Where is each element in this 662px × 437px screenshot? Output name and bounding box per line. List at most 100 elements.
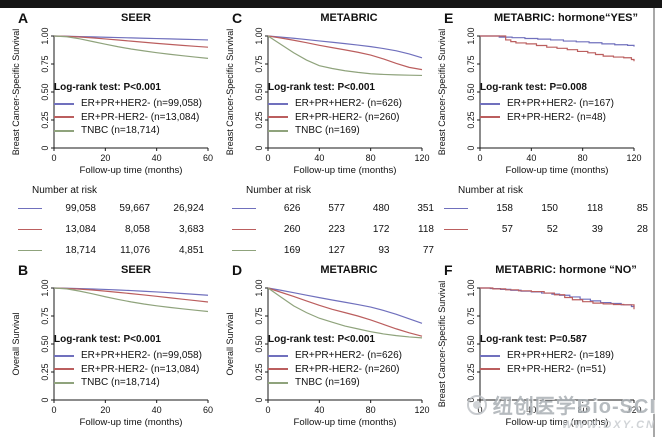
legend-item-green: TNBC (n=18,714) (54, 124, 202, 138)
x-tick-label: 0 (265, 153, 270, 163)
legend-swatch-blue (54, 102, 74, 105)
x-axis-label: Follow-up time (months) (80, 417, 183, 428)
legend-item-blue: ER+PR+HER2- (n=99,058) (54, 349, 202, 363)
legend-item-red: ER+PR-HER2- (n=260) (268, 111, 402, 125)
number-at-risk-header: Number at risk (32, 185, 98, 196)
panel-A: A SEER Breast Cancer-Specific Survival 0 0… (8, 10, 222, 262)
legend-item-green: TNBC (n=18,714) (54, 376, 202, 390)
risk-count: 158 (496, 203, 513, 214)
km-curve-red (480, 287, 635, 310)
y-tick-label: 1.00 (40, 27, 50, 44)
number-at-risk-row-red: 57 52 39 28 (434, 219, 656, 240)
y-tick-label: 0.75 (466, 55, 476, 72)
risk-count: 93 (378, 245, 390, 256)
legend-label: TNBC (n=169) (295, 125, 360, 137)
risk-count: 118 (587, 203, 603, 214)
x-tick-label: 40 (526, 405, 536, 415)
number-at-risk-table: Number at risk 99,058 59,667 26,924 13,084 8… (8, 184, 222, 261)
legend-item-green: TNBC (n=169) (268, 124, 402, 138)
y-axis-label: Overall Survival (11, 312, 21, 375)
legend-label: ER+PR+HER2- (n=626) (295, 98, 402, 110)
x-tick-label: 0 (51, 153, 56, 163)
km-curve-green (53, 35, 209, 59)
watermark-url-text: WWW.DXY.CN (562, 419, 656, 431)
x-tick-label: 120 (626, 153, 641, 163)
legend-item-red: ER+PR-HER2- (n=13,084) (54, 111, 202, 125)
right-border-line (653, 8, 655, 437)
panel-F: F METABRIC: hormone “NO” Breast Cancer-S… (434, 262, 656, 437)
legend-label: ER+PR-HER2- (n=13,084) (81, 363, 200, 375)
legend-swatch-green (268, 129, 288, 132)
km-curve-red (53, 35, 209, 48)
y-tick-label: 0.25 (40, 363, 50, 380)
legend-label: ER+PR+HER2- (n=167) (507, 98, 614, 110)
x-tick-label: 80 (578, 153, 588, 163)
risk-count: 13,084 (65, 224, 96, 235)
risk-count: 39 (591, 224, 603, 235)
x-tick-label: 120 (414, 153, 429, 163)
x-tick-label: 20 (100, 405, 110, 415)
x-tick-label: 0 (265, 405, 270, 415)
x-tick-label: 40 (314, 405, 324, 415)
x-tick-label: 80 (366, 405, 376, 415)
y-axis-label: Breast Cancer-Specific Survival (437, 29, 447, 156)
y-tick-label: 0 (254, 397, 264, 402)
km-plot: Breast Cancer-Specific Survival 0 0.25 0.50… (434, 278, 642, 430)
legend-swatch-blue (54, 354, 74, 357)
legend-label: ER+PR-HER2- (n=48) (507, 111, 606, 123)
km-plot-svg: Breast Cancer-Specific Survival 00.250.50… (11, 27, 213, 176)
legend-swatch-red (268, 368, 288, 371)
plot-legend: Log-rank test: P<0.001 ER+PR+HER2- (n=62… (268, 82, 402, 138)
legend-swatch-green (54, 381, 74, 384)
risk-count: 8,058 (124, 224, 150, 235)
legend-item-blue: ER+PR+HER2- (n=99,058) (54, 97, 202, 111)
legend-swatch-blue (480, 102, 500, 105)
legend-swatch-red (54, 116, 74, 119)
legend-label: TNBC (n=18,714) (81, 125, 160, 137)
risk-count: 52 (546, 224, 558, 235)
y-tick-label: 0 (254, 145, 264, 150)
x-tick-label: 40 (314, 153, 324, 163)
risk-row-swatch-blue (18, 207, 42, 210)
legend-item-red: ER+PR-HER2- (n=51) (480, 363, 614, 377)
legend-label: ER+PR-HER2- (n=51) (507, 363, 606, 375)
legend-item-red: ER+PR-HER2- (n=13,084) (54, 363, 202, 377)
y-tick-label: 0.50 (466, 335, 476, 352)
y-tick-label: 0.25 (466, 111, 476, 128)
legend-label: ER+PR+HER2- (n=99,058) (81, 98, 202, 110)
y-tick-label: 1.00 (40, 279, 50, 296)
risk-count: 11,076 (120, 245, 150, 256)
km-curve-green (267, 35, 423, 77)
panel-letter: C (232, 10, 243, 26)
panel-letter: F (444, 262, 453, 278)
risk-count: 480 (372, 203, 390, 214)
y-tick-label: 0.75 (254, 307, 264, 324)
y-tick-label: 0.50 (254, 335, 264, 352)
y-tick-label: 0.75 (40, 307, 50, 324)
number-at-risk-row-blue: 99,058 59,667 26,924 (8, 198, 222, 219)
logrank-pvalue: Log-rank test: P=0.008 (480, 82, 587, 93)
number-at-risk-row-red: 260 223 172 118 (222, 219, 434, 240)
legend-item-blue: ER+PR+HER2- (n=626) (268, 97, 402, 111)
panel-letter: A (18, 10, 29, 26)
panel-title: METABRIC: hormone“YES” (493, 12, 639, 24)
panel-title: METABRIC: hormone “NO” (495, 264, 637, 276)
y-tick-label: 0 (40, 145, 50, 150)
km-curve-blue (267, 35, 423, 59)
x-tick-label: 60 (203, 405, 213, 415)
panel-letter: B (18, 262, 29, 278)
legend-item-red: ER+PR-HER2- (n=260) (268, 363, 402, 377)
risk-count: 118 (418, 224, 434, 235)
y-axis-label: Breast Cancer-Specific Survival (437, 281, 447, 408)
plot-legend: Log-rank test: P<0.001 ER+PR+HER2- (n=99… (54, 334, 202, 390)
risk-count: 3,683 (178, 224, 204, 235)
km-plot-svg: Overall Survival 0 0.25 0.50 0.75 1.00 0 40 80 12… (225, 279, 430, 428)
watermark-text-block: 纽创医学Bio-SCI WWW.DXY.CN (493, 390, 656, 431)
legend-item-blue: ER+PR+HER2- (n=167) (480, 97, 614, 111)
km-curve-red (267, 35, 423, 71)
panel-letter: E (444, 10, 454, 26)
km-curve-green (267, 287, 423, 339)
km-plot-svg: Breast Cancer-Specific Survival 00.250.50… (437, 279, 642, 428)
y-tick-label: 0.50 (40, 335, 50, 352)
